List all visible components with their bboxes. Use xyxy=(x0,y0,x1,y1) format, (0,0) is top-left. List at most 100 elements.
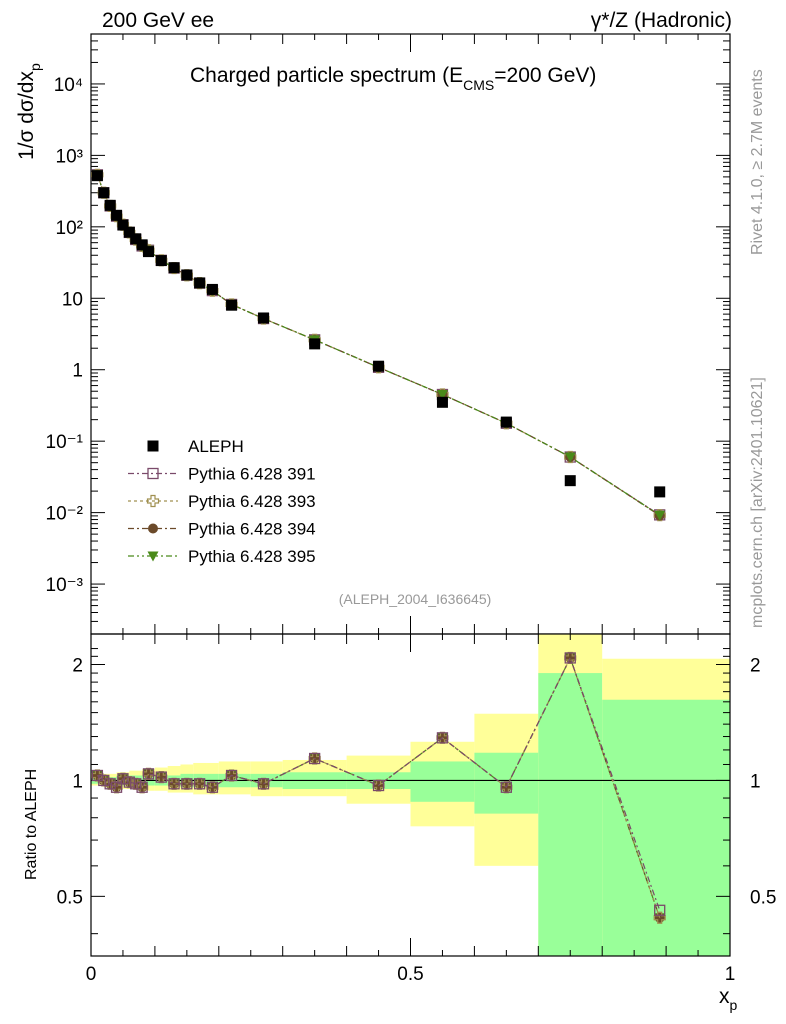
series-pythia-6-428-395 xyxy=(91,170,666,521)
main-title: Charged particle spectrum (ECMS=200 GeV) xyxy=(190,64,596,93)
legend-entry: ALEPH xyxy=(147,437,244,456)
legend-label: ALEPH xyxy=(188,437,244,456)
ratio-point xyxy=(372,779,385,792)
data-point xyxy=(436,389,448,400)
ratio-y-tick-label: 2 xyxy=(72,655,83,676)
data-point xyxy=(226,299,238,311)
main-panel: 10⁻³ 10⁻² 10⁻¹ 1 10 10² 10³ 10⁴ Charged particl… xyxy=(15,33,731,635)
legend-marker xyxy=(146,494,160,508)
series-line xyxy=(96,174,661,517)
ratio-point xyxy=(136,781,148,793)
ratio-tick-labels: 0.5 0.5 1 1 2 2 0 0.5 1 xyxy=(57,655,777,985)
ratio-point xyxy=(181,778,193,790)
ratio-point xyxy=(436,732,449,744)
legend-label: Pythia 6.428 395 xyxy=(188,547,316,566)
ratio-y-tick-label: 1 xyxy=(72,771,83,792)
data-point xyxy=(564,452,576,463)
inner-band xyxy=(410,761,475,802)
series-line xyxy=(96,174,661,516)
ratio-point xyxy=(98,774,110,787)
ratio-point xyxy=(564,652,576,664)
data-point xyxy=(564,475,576,487)
ratio-point xyxy=(193,778,206,790)
rivet-label: Rivet 4.1.0, ≥ 2.7M events xyxy=(749,69,766,255)
x-tick-label: 1 xyxy=(725,964,736,985)
ratio-panel: 0.5 0.5 1 1 2 2 0 0.5 1 Ratio to ALEPH xp xyxy=(23,633,777,1013)
data-point xyxy=(111,209,123,221)
ratio-y-tick-label-right: 0.5 xyxy=(750,887,776,908)
data-point xyxy=(155,255,167,267)
legend-entry: Pythia 6.428 394 xyxy=(128,520,316,539)
ratio-point xyxy=(168,778,180,790)
ratio-y-tick-label-right: 2 xyxy=(750,655,761,676)
ratio-y-tick-label: 0.5 xyxy=(57,887,83,908)
x-tick-label: 0.5 xyxy=(397,964,423,985)
series-pythia-6-428-393 xyxy=(91,168,666,522)
inner-band xyxy=(538,673,603,956)
ratio-point xyxy=(143,768,154,779)
data-point xyxy=(206,283,218,295)
ratio-point xyxy=(156,772,167,783)
ratio-uncertainty-bands xyxy=(91,634,730,956)
ratio-point xyxy=(206,781,219,793)
y-tick-label: 10⁴ xyxy=(54,75,83,96)
ratio-point xyxy=(117,773,129,785)
ratio-line xyxy=(97,656,661,918)
legend-marker xyxy=(148,523,158,534)
y-tick-label: 10³ xyxy=(56,146,83,167)
y-tick-label: 10⁻³ xyxy=(46,575,84,596)
header-right: γ*/Z (Hadronic) xyxy=(591,9,732,32)
ratio-y-tick-label-right: 1 xyxy=(750,771,761,792)
legend-entry: Pythia 6.428 391 xyxy=(128,465,316,484)
ratio-point xyxy=(130,778,142,790)
ratio-point xyxy=(565,652,576,663)
y-tick-label: 10² xyxy=(56,218,83,239)
legend-marker xyxy=(147,551,159,562)
series-line xyxy=(96,174,661,516)
ratio-point xyxy=(257,778,270,790)
y-tick-label: 1 xyxy=(72,361,83,382)
series-aleph xyxy=(91,170,666,498)
ratio-line xyxy=(97,656,661,911)
data-point xyxy=(123,226,135,238)
series-pythia-6-428-394 xyxy=(92,169,665,521)
ratio-frame xyxy=(90,633,731,957)
y-tick-label: 10 xyxy=(62,289,83,310)
data-point xyxy=(117,219,129,231)
data-point xyxy=(143,246,155,258)
ratio-point xyxy=(142,768,155,780)
data-point xyxy=(309,338,321,350)
ratio-ylabel: Ratio to ALEPH xyxy=(23,769,40,880)
data-point xyxy=(373,360,385,372)
ratio-point xyxy=(308,752,321,765)
data-point xyxy=(500,416,512,428)
legend-label: Pythia 6.428 393 xyxy=(188,492,316,511)
y-tick-label: 10⁻¹ xyxy=(46,432,84,453)
legend-label: Pythia 6.428 391 xyxy=(188,465,316,484)
main-y-tick-labels: 10⁻³ 10⁻² 10⁻¹ 1 10 10² 10³ 10⁴ xyxy=(46,75,84,596)
data-point xyxy=(654,486,666,498)
data-point xyxy=(91,170,103,182)
inner-band xyxy=(602,699,730,956)
ratio-point xyxy=(225,769,238,782)
data-point xyxy=(194,277,206,289)
data-point xyxy=(168,262,180,274)
main-frame xyxy=(90,33,731,635)
main-axis-ticks xyxy=(90,33,731,635)
data-point xyxy=(98,187,110,199)
ratio-point xyxy=(110,781,123,793)
legend-label: Pythia 6.428 394 xyxy=(188,520,316,539)
ratio-point xyxy=(155,771,167,783)
legend-marker xyxy=(147,440,159,452)
main-series xyxy=(91,168,666,522)
data-point xyxy=(436,396,448,408)
legend-entry: Pythia 6.428 393 xyxy=(128,492,316,511)
legend-entry: Pythia 6.428 395 xyxy=(128,547,316,566)
ratio-point xyxy=(104,778,116,790)
series-line xyxy=(96,174,661,516)
ratio-series-1 xyxy=(91,652,666,916)
legend-marker xyxy=(147,467,159,480)
ratio-point xyxy=(123,776,135,788)
legend: ALEPH Pythia 6.428 391 Pythia 6.428 393 Pyt… xyxy=(128,437,316,566)
x-tick-label: 0 xyxy=(86,964,97,985)
